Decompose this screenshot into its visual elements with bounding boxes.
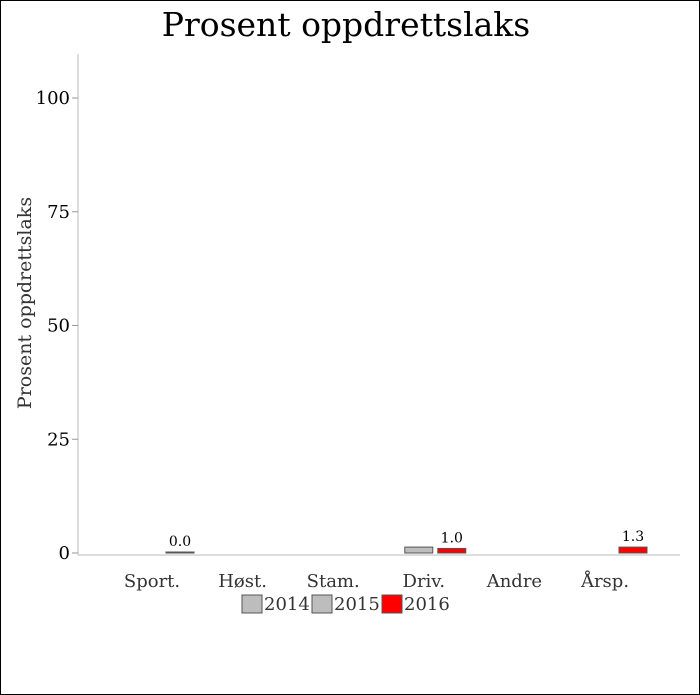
x-category-labels: Sport. Høst. Stam. Driv. Andre Årsp.: [124, 570, 629, 592]
legend-swatch: [241, 594, 263, 614]
y-tick-label: 50: [47, 316, 70, 337]
chart-title: Prosent oppdrettslaks: [162, 5, 530, 44]
y-tick-label: 25: [47, 429, 70, 450]
x-category-label: Stam.: [307, 571, 360, 592]
legend-swatch: [311, 594, 333, 614]
x-category-label: Årsp.: [580, 570, 629, 592]
y-ticks: 0 25 50 75 100: [36, 88, 78, 564]
legend-label: 2016: [404, 594, 450, 615]
x-category-label: Andre: [486, 571, 542, 592]
bar-2015: [404, 546, 434, 554]
bars: [165, 546, 648, 554]
x-category-label: Driv.: [403, 571, 446, 592]
legend: 2014 2015 2016: [241, 594, 450, 615]
y-tick-label: 75: [47, 202, 70, 223]
data-label: 1.0: [441, 530, 463, 546]
legend-swatch: [381, 594, 403, 614]
y-axis-label: Prosent oppdrettslaks: [14, 197, 36, 409]
data-label: 0.0: [169, 534, 191, 550]
legend-label: 2015: [334, 594, 380, 615]
legend-label: 2014: [264, 594, 310, 615]
data-labels: 0.0 1.0 1.3: [169, 529, 644, 550]
y-tick-label: 100: [36, 88, 70, 109]
x-category-label: Sport.: [124, 571, 180, 592]
bar-2016: [618, 546, 648, 554]
bar-2016: [437, 547, 467, 554]
data-label: 1.3: [622, 529, 644, 545]
x-category-label: Høst.: [218, 571, 267, 592]
y-tick-label: 0: [59, 543, 70, 564]
bar-2016: [165, 551, 195, 554]
